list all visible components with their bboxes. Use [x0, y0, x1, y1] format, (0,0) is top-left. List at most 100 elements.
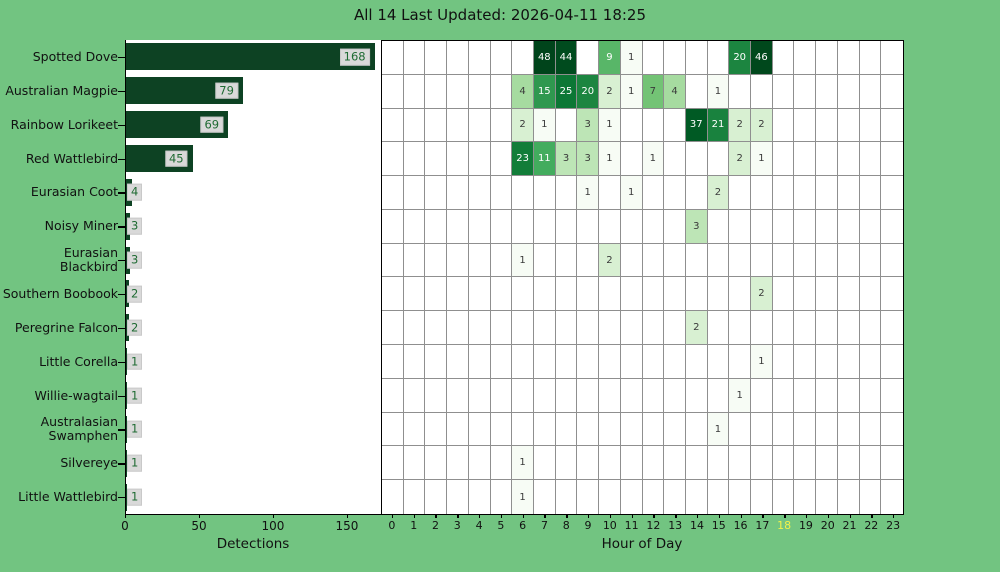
heatmap-cell [664, 345, 686, 379]
species-label: Noisy Miner [44, 218, 118, 234]
heatmap-cell [620, 277, 643, 312]
heatmap-cell [555, 108, 578, 143]
heatmap-cell [708, 480, 730, 514]
heatmap-cell [773, 480, 795, 514]
heatmap-cell: 7 [642, 74, 665, 109]
hour-tick [631, 514, 633, 518]
bar-value-label: 1 [127, 454, 143, 472]
heatmap-cell [816, 41, 838, 75]
heatmap-cell [425, 480, 448, 514]
heatmap-cell [512, 176, 534, 210]
heatmap-cell: 2 [729, 108, 752, 143]
hour-tick-label: 8 [562, 519, 570, 532]
heatmap-cell [816, 378, 838, 413]
heatmap-cell [881, 210, 903, 244]
heatmap-cell [642, 446, 665, 481]
heatmap-cell [664, 176, 686, 210]
heatmap-cell [837, 243, 860, 278]
heatmap-cell [447, 108, 469, 143]
hour-tick [784, 514, 786, 518]
heatmap-cell [577, 345, 600, 379]
detections-bar [126, 348, 128, 376]
heatmap-cell [425, 176, 448, 210]
heatmap-cell: 4 [664, 74, 686, 109]
heatmap-cell [468, 41, 491, 75]
hour-tick [435, 514, 437, 518]
heatmap-cell [599, 412, 621, 447]
x-tick [346, 514, 349, 518]
heatmap-cell [816, 480, 838, 514]
species-label: Willie-wagtail [34, 387, 118, 403]
heatmap-cell [447, 378, 469, 413]
hour-tick-label: 3 [453, 519, 461, 532]
heatmap-cell [534, 480, 556, 514]
heatmap-cell [707, 243, 730, 278]
heatmap-cell: 25 [555, 74, 578, 109]
hour-tick [457, 514, 459, 518]
heatmap-cell: 1 [751, 345, 773, 379]
heatmap-cell: 3 [685, 209, 708, 244]
heatmap-cell [685, 41, 708, 75]
heatmap-cell [555, 446, 578, 481]
heatmap-cell [751, 311, 773, 346]
heatmap-cell [859, 142, 882, 177]
heatmap-cell [685, 446, 708, 481]
heatmap-cell [816, 176, 838, 210]
species-label: Rainbow Lorikeet [10, 116, 118, 132]
heatmap-cell: 3 [555, 142, 578, 177]
heatmap-cell [837, 311, 860, 346]
heatmap-cell [468, 378, 491, 413]
heatmap-cell [881, 176, 903, 210]
heatmap-cell [468, 74, 491, 109]
heatmap-cell [772, 74, 795, 109]
heatmap-cell [816, 311, 838, 346]
heatmap-cell [599, 480, 621, 514]
heatmap-cell [859, 176, 882, 210]
heatmap-cell: 1 [533, 108, 556, 143]
y-tick [118, 124, 125, 127]
species-label: Little Wattlebird [18, 489, 118, 505]
heatmap-cell [382, 412, 404, 447]
heatmap-cell [729, 209, 752, 244]
heatmap-cell [577, 446, 600, 481]
heatmap-cell [533, 209, 556, 244]
heatmap-cell: 1 [620, 41, 643, 75]
species-label: Silvereye [60, 455, 118, 471]
hour-tick-label: 0 [388, 519, 396, 532]
heatmap-cell [403, 345, 426, 379]
heatmap-cell [620, 446, 643, 481]
y-tick [118, 361, 125, 364]
heatmap-cell [794, 446, 817, 481]
species-label: Red Wattlebird [25, 150, 118, 166]
heatmap-cell [599, 311, 621, 346]
heatmap-cell [837, 176, 860, 210]
heatmap-cell [729, 311, 752, 346]
heatmap-cell: 1 [620, 176, 643, 210]
heatmap-cell [751, 480, 773, 514]
heatmap-cell: 1 [577, 176, 600, 210]
heatmap-cell [555, 412, 578, 447]
heatmap-cell [447, 277, 469, 312]
hour-tick [871, 514, 873, 518]
heatmap-cell [425, 345, 448, 379]
heatmap-cell [533, 176, 556, 210]
heatmap-cell: 23 [512, 142, 534, 177]
heatmap-cell [816, 412, 838, 447]
heatmap-cell [729, 243, 752, 278]
heatmap-cell [533, 345, 556, 379]
heatmap-cell: 2 [512, 108, 534, 143]
heatmap-cell [772, 345, 795, 379]
heatmap-cell: 44 [555, 41, 578, 75]
heatmap-cell [772, 311, 795, 346]
heatmap-cell [490, 277, 513, 312]
bar-plot: 168 79 69 45 4 3 3 2 2 1 1 1 1 1 [125, 40, 382, 515]
hour-tick [696, 514, 699, 518]
heatmap-cell [468, 345, 491, 379]
heatmap-cell [729, 74, 752, 109]
species-axis: Spotted Dove Australian Magpie Rainbow Lor… [0, 40, 125, 514]
hour-tick [805, 514, 808, 518]
bar-value-label: 69 [200, 116, 224, 133]
heatmap-cell: 9 [599, 41, 621, 75]
heatmap-cell [425, 378, 448, 413]
